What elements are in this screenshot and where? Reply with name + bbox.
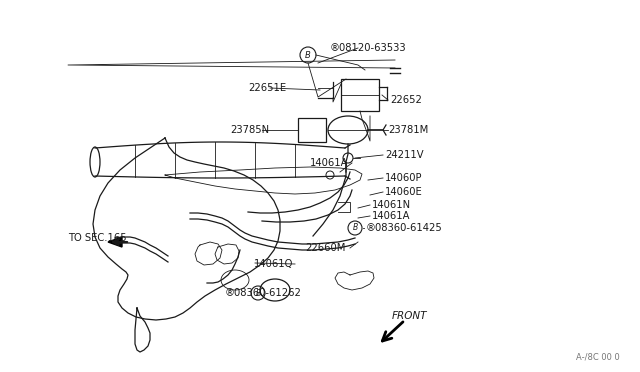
Text: 14060P: 14060P (385, 173, 422, 183)
Text: B: B (353, 224, 358, 232)
Bar (298, 118, 326, 142)
Bar (341, 79, 379, 111)
Text: 24211V: 24211V (385, 150, 424, 160)
Text: 14061N: 14061N (372, 200, 411, 210)
Text: 14061Q: 14061Q (254, 259, 293, 269)
Text: TO SEC.165: TO SEC.165 (68, 233, 127, 243)
Text: 14060E: 14060E (385, 187, 423, 197)
Text: ®08360-61425: ®08360-61425 (366, 223, 443, 233)
Text: FRONT: FRONT (392, 311, 428, 321)
Text: 14061A: 14061A (372, 211, 410, 221)
Text: 22651E: 22651E (248, 83, 286, 93)
Text: B: B (255, 289, 260, 298)
Text: 23781M: 23781M (388, 125, 428, 135)
Text: B: B (305, 51, 311, 60)
Text: ®08360-61262: ®08360-61262 (225, 288, 302, 298)
Text: 22652: 22652 (390, 95, 422, 105)
Text: ®08120-63533: ®08120-63533 (330, 43, 406, 53)
Text: 22660M: 22660M (305, 243, 346, 253)
Text: 14061A: 14061A (310, 158, 349, 168)
Polygon shape (108, 237, 122, 247)
Text: 23785N: 23785N (230, 125, 269, 135)
Text: A-/8C 00 0: A-/8C 00 0 (576, 353, 620, 362)
